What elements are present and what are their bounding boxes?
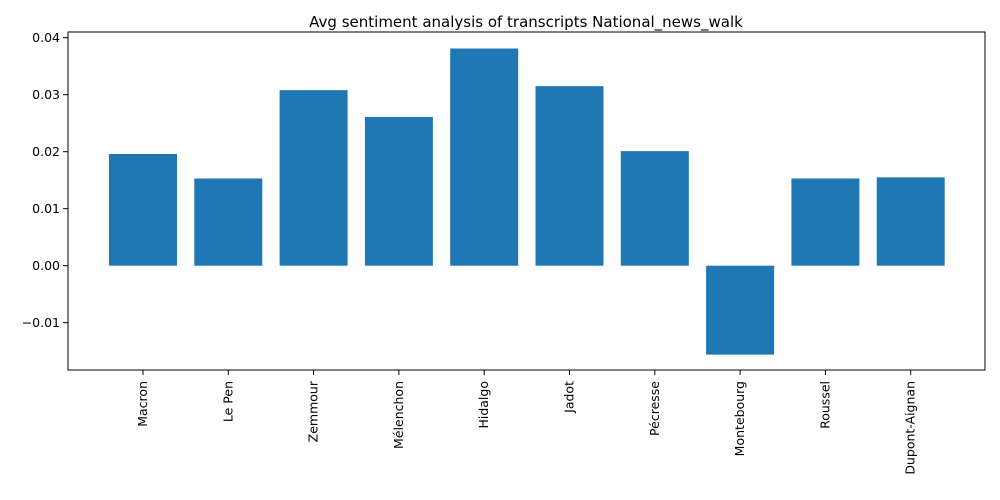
chart-title: Avg sentiment analysis of transcripts Na…	[309, 13, 743, 32]
bar-p-cresse	[620, 151, 689, 266]
bars-group	[109, 48, 945, 355]
y-tick-label: −0.01	[22, 315, 60, 330]
bar-roussel	[791, 178, 860, 266]
x-tick-label: Zemmour	[306, 380, 321, 442]
bar-zemmour	[279, 90, 348, 266]
x-tick-label: Mélenchon	[391, 381, 406, 449]
y-tick-label: 0.00	[32, 258, 60, 273]
x-tick-label: Jadot	[562, 381, 577, 414]
y-tick-label: 0.04	[32, 30, 60, 45]
bar-jadot	[535, 86, 604, 266]
bar-m-lenchon	[364, 116, 433, 266]
y-axis: −0.01 0.00 0.01 0.02 0.03 0.04	[22, 30, 68, 330]
x-tick-label: Montebourg	[732, 381, 747, 456]
bar-macron	[109, 153, 177, 266]
x-tick-label: Pécresse	[647, 381, 662, 436]
bar-montebourg	[706, 265, 775, 355]
x-tick-label: Dupont-Aignan	[903, 381, 918, 475]
x-tick-label: Roussel	[817, 381, 832, 429]
x-axis: Macron Le Pen Zemmour Mélenchon Hidalgo Jadot…	[135, 370, 918, 475]
y-tick-label: 0.03	[32, 87, 60, 102]
x-tick-label: Le Pen	[220, 381, 235, 422]
y-tick-label: 0.02	[32, 144, 60, 159]
plot-frame	[67, 31, 986, 371]
bar-le-pen	[194, 178, 263, 266]
y-tick-label: 0.01	[32, 201, 60, 216]
x-tick-label: Macron	[135, 381, 150, 427]
bar-hidalgo	[450, 48, 519, 266]
bar-dupont-aignan	[876, 177, 945, 266]
x-tick-label: Hidalgo	[476, 381, 491, 429]
